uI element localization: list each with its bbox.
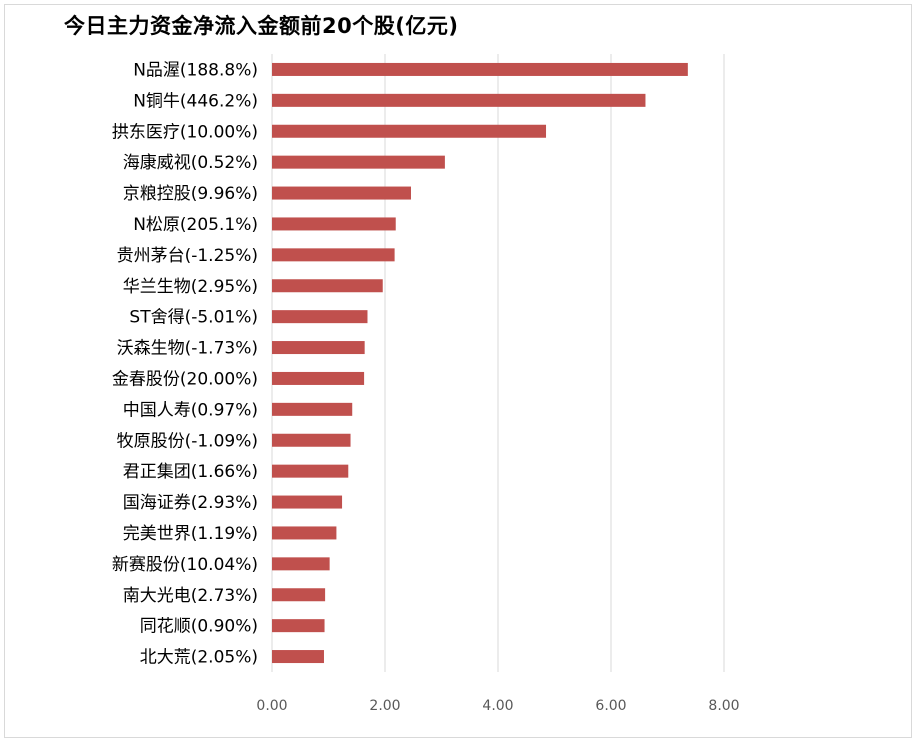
bar [272,93,646,107]
grid-lines [271,54,725,672]
category-label: N品渥(188.8%) [133,60,258,80]
x-tick-labels: 0.00 2.00 4.00 6.00 8.00 [256,698,739,714]
category-label: 京粮控股(9.96%) [123,184,258,204]
bar [272,433,351,447]
bar [272,619,325,633]
bar [272,124,547,138]
bar [272,557,330,571]
category-label: 华兰生物(2.95%) [123,277,258,297]
bar [272,588,326,602]
chart-title: 今日主力资金净流入金额前20个股(亿元) [64,14,459,38]
bar [272,464,349,478]
bar [272,650,324,664]
category-label: 拱东医疗(10.00%) [112,122,258,142]
bar [272,371,365,385]
category-label: 北大荒(2.05%) [140,648,258,668]
category-labels: N品渥(188.8%) N铜牛(446.2%) 拱东医疗(10.00%) 海康威视(0… [112,60,258,667]
bar [272,526,337,540]
category-label: 牧原股份(-1.09%) [117,431,258,451]
category-label: 新赛股份(10.04%) [112,554,258,575]
category-label: 同花顺(0.90%) [140,617,258,637]
category-label: N松原(205.1%) [133,215,258,235]
bar [272,217,396,231]
category-label: 完美世界(1.19%) [123,524,258,544]
bar [272,155,445,169]
x-tick-label: 0.00 [256,698,287,714]
category-label: 君正集团(1.66%) [123,462,258,482]
bar [272,186,411,200]
x-tick-label: 2.00 [369,698,400,714]
bar [272,402,353,416]
bar [272,310,368,324]
x-tick-label: 6.00 [595,698,626,714]
bar [272,495,343,509]
category-label: 沃森生物(-1.73%) [117,339,258,359]
category-label: N铜牛(446.2%) [133,91,258,111]
category-label: ST舍得(-5.01%) [129,308,258,328]
category-label: 南大光电(2.73%) [123,586,258,606]
bar [272,62,688,76]
x-tick-label: 4.00 [482,698,513,714]
bar [272,341,365,355]
category-label: 贵州茅台(-1.25%) [117,246,258,266]
bar [272,248,395,262]
x-tick-label: 8.00 [708,698,739,714]
bar [272,279,383,293]
bars [272,62,688,664]
category-label: 国海证券(2.93%) [123,493,258,513]
category-label: 中国人寿(0.97%) [123,400,258,420]
category-label: 海康威视(0.52%) [123,153,258,173]
category-label: 金春股份(20.00%) [112,369,258,389]
